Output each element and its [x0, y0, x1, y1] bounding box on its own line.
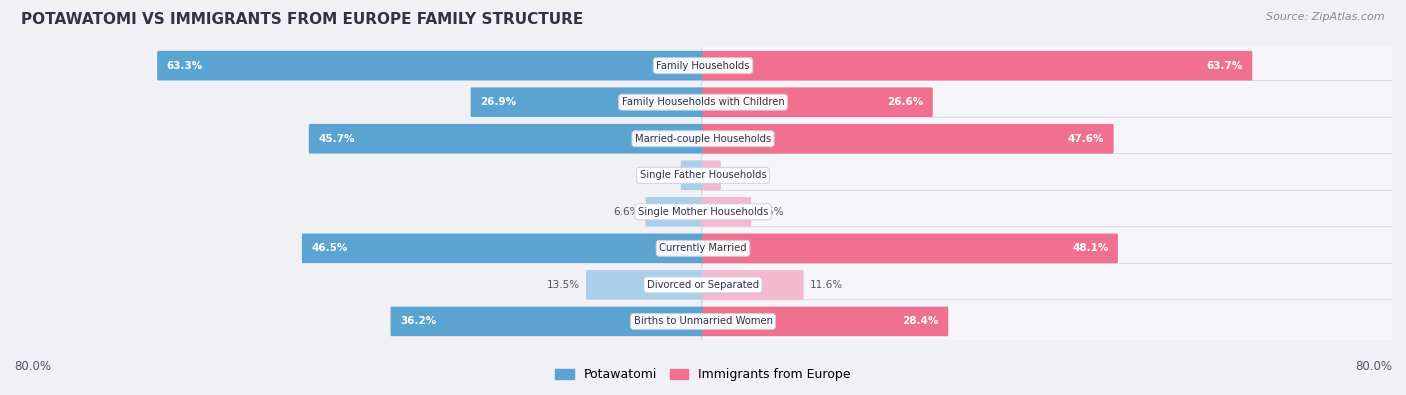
FancyBboxPatch shape — [1391, 154, 1406, 197]
FancyBboxPatch shape — [703, 87, 932, 117]
FancyBboxPatch shape — [471, 87, 703, 117]
FancyBboxPatch shape — [1391, 117, 1406, 160]
Text: 28.4%: 28.4% — [903, 316, 939, 326]
FancyBboxPatch shape — [703, 270, 804, 300]
FancyBboxPatch shape — [309, 124, 703, 154]
Text: Divorced or Separated: Divorced or Separated — [647, 280, 759, 290]
FancyBboxPatch shape — [645, 197, 703, 227]
Text: 26.9%: 26.9% — [479, 97, 516, 107]
FancyBboxPatch shape — [302, 233, 703, 263]
FancyBboxPatch shape — [391, 307, 703, 336]
Text: Births to Unmarried Women: Births to Unmarried Women — [634, 316, 772, 326]
Text: 63.7%: 63.7% — [1206, 61, 1243, 71]
Text: 46.5%: 46.5% — [311, 243, 347, 253]
Text: 13.5%: 13.5% — [547, 280, 579, 290]
FancyBboxPatch shape — [703, 124, 1114, 154]
FancyBboxPatch shape — [702, 227, 1393, 270]
Text: 5.5%: 5.5% — [758, 207, 783, 217]
Text: 80.0%: 80.0% — [14, 360, 51, 373]
Text: POTAWATOMI VS IMMIGRANTS FROM EUROPE FAMILY STRUCTURE: POTAWATOMI VS IMMIGRANTS FROM EUROPE FAM… — [21, 12, 583, 27]
Text: Single Father Households: Single Father Households — [640, 170, 766, 180]
Text: Currently Married: Currently Married — [659, 243, 747, 253]
Text: 2.5%: 2.5% — [648, 170, 675, 180]
FancyBboxPatch shape — [703, 233, 1118, 263]
Text: 11.6%: 11.6% — [810, 280, 844, 290]
Text: 2.0%: 2.0% — [727, 170, 754, 180]
Text: 63.3%: 63.3% — [166, 61, 202, 71]
Text: Family Households with Children: Family Households with Children — [621, 97, 785, 107]
FancyBboxPatch shape — [1391, 44, 1406, 87]
Text: 36.2%: 36.2% — [399, 316, 436, 326]
Text: 48.1%: 48.1% — [1073, 243, 1108, 253]
Text: Family Households: Family Households — [657, 61, 749, 71]
FancyBboxPatch shape — [703, 160, 721, 190]
Text: Source: ZipAtlas.com: Source: ZipAtlas.com — [1267, 12, 1385, 22]
FancyBboxPatch shape — [703, 307, 948, 336]
FancyBboxPatch shape — [702, 81, 1393, 124]
FancyBboxPatch shape — [1391, 300, 1406, 343]
FancyBboxPatch shape — [586, 270, 703, 300]
Text: 26.6%: 26.6% — [887, 97, 924, 107]
FancyBboxPatch shape — [681, 160, 703, 190]
Text: 45.7%: 45.7% — [318, 134, 354, 144]
FancyBboxPatch shape — [1391, 263, 1406, 307]
Text: 6.6%: 6.6% — [613, 207, 640, 217]
FancyBboxPatch shape — [702, 190, 1393, 233]
FancyBboxPatch shape — [1391, 81, 1406, 124]
FancyBboxPatch shape — [702, 154, 1393, 197]
Legend: Potawatomi, Immigrants from Europe: Potawatomi, Immigrants from Europe — [550, 363, 856, 386]
FancyBboxPatch shape — [157, 51, 703, 81]
FancyBboxPatch shape — [1391, 190, 1406, 233]
FancyBboxPatch shape — [703, 51, 1253, 81]
FancyBboxPatch shape — [702, 44, 1393, 87]
FancyBboxPatch shape — [703, 197, 751, 227]
FancyBboxPatch shape — [702, 117, 1393, 160]
Text: 80.0%: 80.0% — [1355, 360, 1392, 373]
FancyBboxPatch shape — [1391, 227, 1406, 270]
FancyBboxPatch shape — [702, 300, 1393, 343]
Text: Single Mother Households: Single Mother Households — [638, 207, 768, 217]
FancyBboxPatch shape — [702, 263, 1393, 307]
Text: Married-couple Households: Married-couple Households — [636, 134, 770, 144]
Text: 47.6%: 47.6% — [1067, 134, 1104, 144]
